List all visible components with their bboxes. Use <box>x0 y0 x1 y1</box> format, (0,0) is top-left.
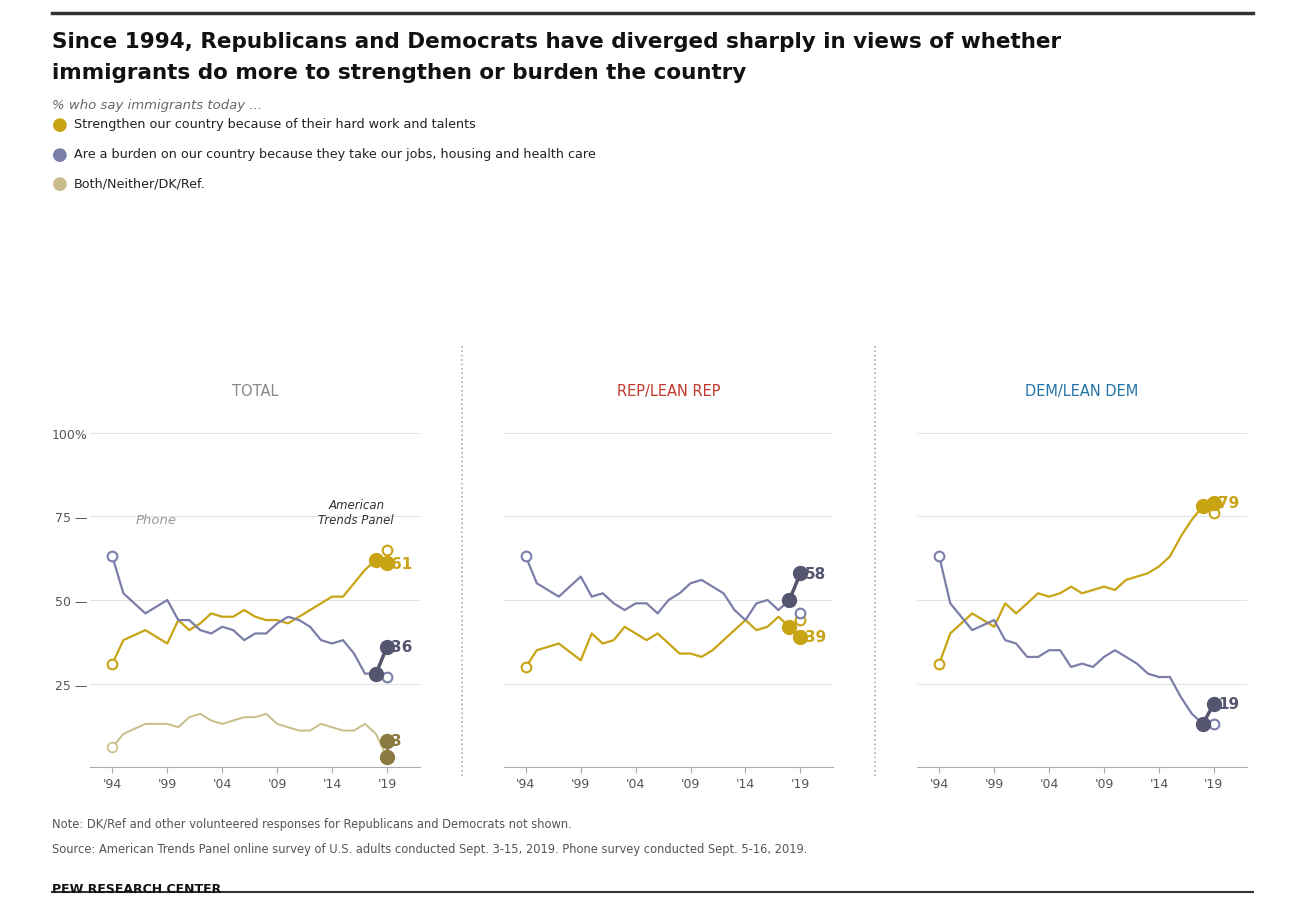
Text: immigrants do more to strengthen or burden the country: immigrants do more to strengthen or burd… <box>52 63 745 83</box>
Title: REP/LEAN REP: REP/LEAN REP <box>616 383 721 398</box>
Text: 58: 58 <box>805 566 826 581</box>
Text: ●: ● <box>52 116 67 134</box>
Text: 39: 39 <box>805 629 826 645</box>
Text: PEW RESEARCH CENTER: PEW RESEARCH CENTER <box>52 882 221 895</box>
Text: Phone: Phone <box>136 514 177 526</box>
Title: DEM/LEAN DEM: DEM/LEAN DEM <box>1026 383 1138 398</box>
Text: ●: ● <box>52 145 67 163</box>
Title: TOTAL: TOTAL <box>233 383 278 398</box>
Text: Are a burden on our country because they take our jobs, housing and health care: Are a burden on our country because they… <box>74 148 596 161</box>
Text: Both/Neither/DK/Ref.: Both/Neither/DK/Ref. <box>74 178 205 191</box>
Text: 3: 3 <box>391 733 402 749</box>
Text: American
Trends Panel: American Trends Panel <box>318 498 394 526</box>
Text: Since 1994, Republicans and Democrats have diverged sharply in views of whether: Since 1994, Republicans and Democrats ha… <box>52 32 1061 51</box>
Text: 61: 61 <box>391 556 412 571</box>
Text: Source: American Trends Panel online survey of U.S. adults conducted Sept. 3-15,: Source: American Trends Panel online sur… <box>52 842 807 855</box>
Text: 36: 36 <box>391 639 412 655</box>
Text: 19: 19 <box>1218 696 1239 712</box>
Text: ●: ● <box>52 175 67 193</box>
Text: % who say immigrants today ...: % who say immigrants today ... <box>52 99 262 112</box>
Text: 79: 79 <box>1218 496 1239 511</box>
Text: Strengthen our country because of their hard work and talents: Strengthen our country because of their … <box>74 118 475 131</box>
Text: Note: DK/Ref and other volunteered responses for Republicans and Democrats not s: Note: DK/Ref and other volunteered respo… <box>52 817 571 830</box>
